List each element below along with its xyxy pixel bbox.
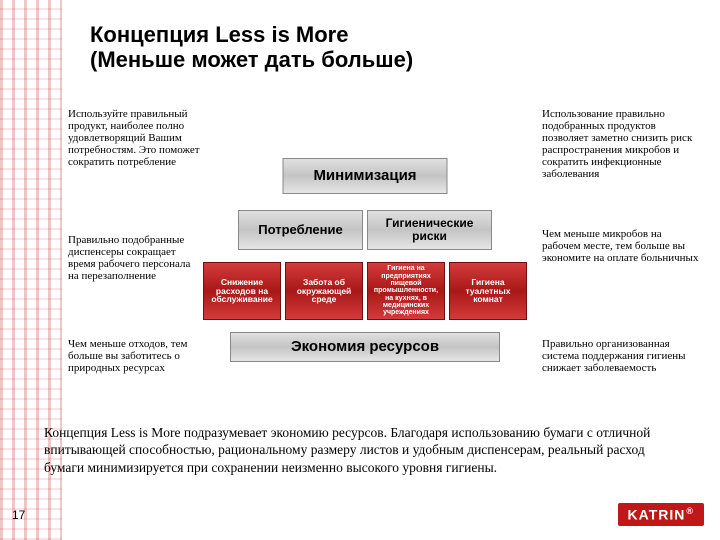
- pyramid-r3-c3: Гигиена на предприятиях пищевой промышле…: [367, 262, 445, 320]
- annotation-top-right: Использование правильно подобранных прод…: [542, 108, 702, 181]
- bottom-paragraph: Концепция Less is More подразумевает эко…: [44, 424, 684, 476]
- pyramid-r2-right: Гигиенические риски: [367, 210, 492, 250]
- pyramid-bottom: Экономия ресурсов: [230, 332, 500, 362]
- annotation-mid-right: Чем меньше микробов на рабочем месте, те…: [542, 228, 702, 264]
- title-line-1: Концепция Less is More: [90, 22, 348, 47]
- pyramid-r3-c1: Снижение расходов на обслуживание: [203, 262, 281, 320]
- page-number: 17: [12, 508, 25, 522]
- annotation-bot-right: Правильно организованная система поддерж…: [542, 338, 702, 374]
- brand-logo: KATRIN: [618, 503, 704, 526]
- annotation-bot-left: Чем меньше отходов, тем больше вы заботи…: [68, 338, 218, 374]
- pyramid-r2-left: Потребление: [238, 210, 363, 250]
- page-title: Концепция Less is More (Меньше может дат…: [90, 22, 650, 73]
- pyramid-top: Минимизация: [283, 158, 448, 194]
- pyramid-diagram: Минимизация Потребление Гигиенические ри…: [210, 130, 520, 380]
- annotation-mid-left: Правильно подобранные диспенсеры сокраща…: [68, 234, 203, 282]
- annotation-top-left: Используйте правильный продукт, наиболее…: [68, 108, 203, 168]
- title-line-2: (Меньше может дать больше): [90, 47, 413, 72]
- pyramid-r3-c2: Забота об окружающей среде: [285, 262, 363, 320]
- pyramid-r3-c4: Гигиена туалетных комнат: [449, 262, 527, 320]
